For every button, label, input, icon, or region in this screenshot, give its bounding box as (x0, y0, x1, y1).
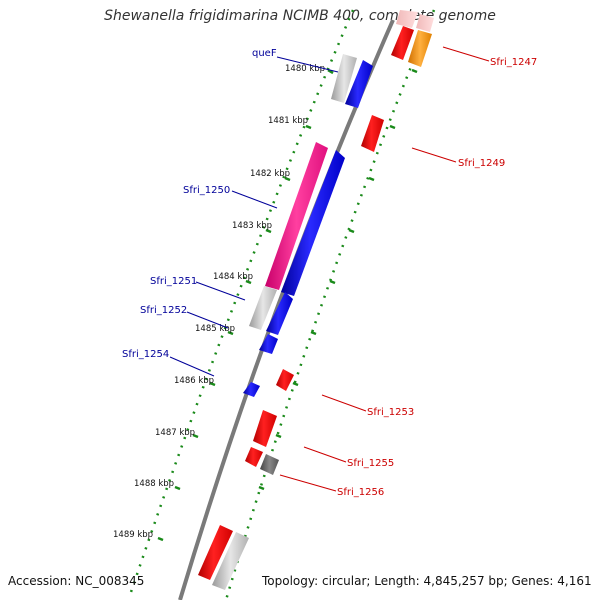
gene-feature-red-1487[interactable] (253, 410, 277, 447)
tick-label-1483: 1483 kbp (232, 221, 272, 231)
topology-text: Topology: circular; Length: 4,845,257 bp… (262, 574, 592, 588)
tick-label-1489: 1489 kbp (113, 530, 153, 540)
gene-feature-sfri-1251-pseudo[interactable] (249, 286, 277, 330)
gene-feature-queF-pseudo[interactable] (331, 54, 357, 103)
tick-label-1481: 1481 kbp (268, 116, 308, 126)
gene-feature-queF[interactable] (345, 60, 373, 108)
gene-feature-orange-top[interactable] (416, 14, 434, 32)
gene-feature-red-bottom[interactable] (198, 525, 233, 580)
gene-feature-sfri-1252[interactable] (259, 334, 278, 354)
gene-label-sfri-1247[interactable]: Sfri_1247 (490, 57, 537, 68)
tick-marks-inner (157, 68, 334, 542)
gene-label-sfri-1252[interactable]: Sfri_1252 (140, 305, 187, 316)
gene-label-sfri-1256[interactable]: Sfri_1256 (337, 487, 384, 498)
gene-label-sfri-1253[interactable]: Sfri_1253 (367, 407, 414, 418)
accession-text: Accession: NC_008345 (8, 574, 145, 588)
label-leaders (169, 46, 490, 492)
tick-label-1484: 1484 kbp (213, 272, 253, 282)
tick-label-1487: 1487 kbp (155, 428, 195, 438)
gene-feature-red-top[interactable] (391, 26, 414, 60)
gene-feature-sfri-1249[interactable] (361, 115, 384, 152)
gene-feature-sfri-1255[interactable] (245, 447, 263, 467)
gene-label-sfri-1251[interactable]: Sfri_1251 (150, 276, 197, 287)
gene-label-sfri-1250[interactable]: Sfri_1250 (183, 185, 230, 196)
tick-label-1485: 1485 kbp (195, 324, 235, 334)
gene-feature-sfri-1247[interactable] (408, 30, 432, 67)
gene-feature-grey-bottom[interactable] (212, 532, 249, 590)
gene-label-sfri-1254[interactable]: Sfri_1254 (122, 349, 169, 360)
gene-feature-sfri-1253[interactable] (276, 369, 294, 391)
gene-feature-sfri-1250[interactable] (281, 150, 345, 296)
gene-feature-sfri-1251[interactable] (266, 292, 293, 335)
gene-feature-sfri-1250-rna[interactable] (265, 142, 328, 290)
gene-label-queF[interactable]: queF (252, 48, 277, 59)
gene-label-sfri-1255[interactable]: Sfri_1255 (347, 458, 394, 469)
tick-label-1486: 1486 kbp (174, 376, 214, 386)
gene-feature-pale-top[interactable] (396, 10, 418, 28)
gene-label-sfri-1249[interactable]: Sfri_1249 (458, 158, 505, 169)
tick-label-1488: 1488 kbp (134, 479, 174, 489)
inner-dotted-track (128, 9, 355, 596)
tick-label-1482: 1482 kbp (250, 169, 290, 179)
gene-feature-sfri-1254[interactable] (243, 382, 260, 397)
tick-label-1480: 1480 kbp (285, 64, 325, 74)
gene-feature-sfri-1256[interactable] (260, 454, 279, 475)
